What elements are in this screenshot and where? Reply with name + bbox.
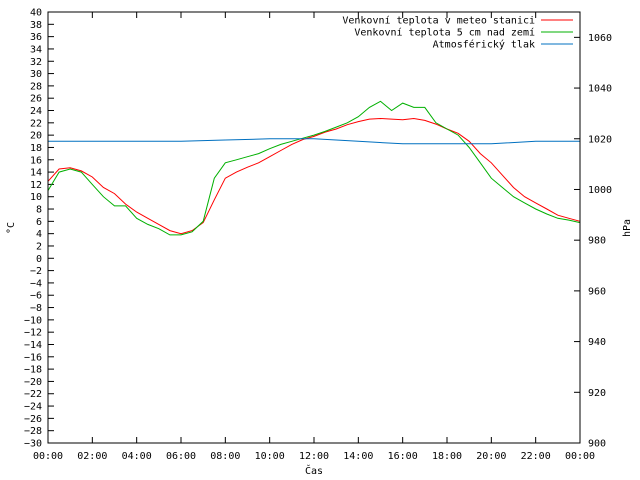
- y-tick-label-left: 32: [30, 57, 42, 68]
- legend: Venkovní teplota v meteo staniciVenkovní…: [342, 15, 573, 51]
- y-tick-label-left: 28: [30, 81, 42, 92]
- y-tick-label-left: −12: [24, 328, 42, 339]
- legend-label: Venkovní teplota 5 cm nad zemí: [354, 27, 535, 39]
- series-line-3: [48, 138, 580, 145]
- x-tick-label: 08:00: [210, 451, 240, 462]
- y-tick-label-left: −26: [24, 414, 42, 425]
- x-tick-label: 00:00: [33, 451, 63, 462]
- x-tick-label: 22:00: [521, 451, 551, 462]
- ticks-layer: 4038363432302826242220181614121086420−2−…: [24, 8, 612, 463]
- y-tick-label-left: 24: [30, 106, 42, 117]
- x-tick-label: 02:00: [77, 451, 107, 462]
- x-tick-label: 00:00: [565, 451, 595, 462]
- y-tick-label-left: 12: [30, 180, 42, 191]
- y-tick-label-left: −20: [24, 377, 42, 388]
- y-tick-label-left: −24: [24, 402, 42, 413]
- x-axis-label: Čas: [305, 464, 323, 477]
- y-tick-label-left: −16: [24, 352, 42, 363]
- y-tick-label-right: 1040: [588, 84, 612, 95]
- y-tick-label-right: 940: [588, 337, 606, 348]
- x-tick-label: 04:00: [122, 451, 152, 462]
- y-tick-label-left: 16: [30, 155, 42, 166]
- y-tick-label-right: 980: [588, 236, 606, 247]
- y-tick-label-left: 22: [30, 118, 42, 129]
- y-tick-label-left: 4: [36, 229, 42, 240]
- series-line-2: [47, 100, 581, 236]
- y-tick-label-left: −28: [24, 426, 42, 437]
- x-tick-label: 14:00: [343, 451, 373, 462]
- y-tick-label-left: 0: [36, 254, 42, 265]
- y-tick-label-left: −22: [24, 389, 42, 400]
- y-tick-label-left: 30: [30, 69, 42, 80]
- legend-label: Atmosférický tlak: [433, 39, 535, 51]
- y-tick-label-left: 18: [30, 143, 42, 154]
- x-tick-label: 06:00: [166, 451, 196, 462]
- y-tick-label-left: −10: [24, 315, 42, 326]
- plot-frame: [47, 11, 581, 444]
- x-tick-label: 16:00: [388, 451, 418, 462]
- y-tick-label-left: 38: [30, 20, 42, 31]
- y-axis-label-left: °C: [6, 222, 17, 234]
- y-tick-label-right: 1060: [588, 33, 612, 44]
- x-tick-label: 18:00: [432, 451, 462, 462]
- y-tick-label-left: 40: [30, 8, 42, 19]
- y-tick-label-left: −30: [24, 439, 42, 450]
- y-tick-label-left: −2: [30, 266, 42, 277]
- y-axis-label-right: hPa: [622, 219, 633, 237]
- y-tick-label-left: 26: [30, 94, 42, 105]
- y-tick-label-left: 10: [30, 192, 42, 203]
- series-line-1: [47, 117, 581, 235]
- y-tick-label-left: 6: [36, 217, 42, 228]
- y-tick-label-left: 20: [30, 131, 42, 142]
- y-tick-label-left: −14: [24, 340, 42, 351]
- y-tick-label-left: 36: [30, 32, 42, 43]
- y-tick-label-right: 960: [588, 286, 606, 297]
- x-tick-label: 10:00: [255, 451, 285, 462]
- y-tick-label-left: −18: [24, 365, 42, 376]
- y-tick-label-left: 2: [36, 241, 42, 252]
- y-tick-label-right: 1020: [588, 134, 612, 145]
- x-tick-label: 20:00: [476, 451, 506, 462]
- legend-label: Venkovní teplota v meteo stanici: [342, 15, 535, 27]
- y-tick-label-left: 8: [36, 205, 42, 216]
- y-tick-label-right: 1000: [588, 185, 612, 196]
- series-layer: [47, 100, 581, 236]
- y-tick-label-left: −6: [30, 291, 42, 302]
- y-tick-label-left: 34: [30, 44, 42, 55]
- y-tick-label-right: 900: [588, 439, 606, 450]
- y-tick-label-left: 14: [30, 168, 42, 179]
- y-tick-label-left: −4: [30, 278, 42, 289]
- x-tick-label: 12:00: [299, 451, 329, 462]
- y-tick-label-left: −8: [30, 303, 42, 314]
- y-tick-label-right: 920: [588, 388, 606, 399]
